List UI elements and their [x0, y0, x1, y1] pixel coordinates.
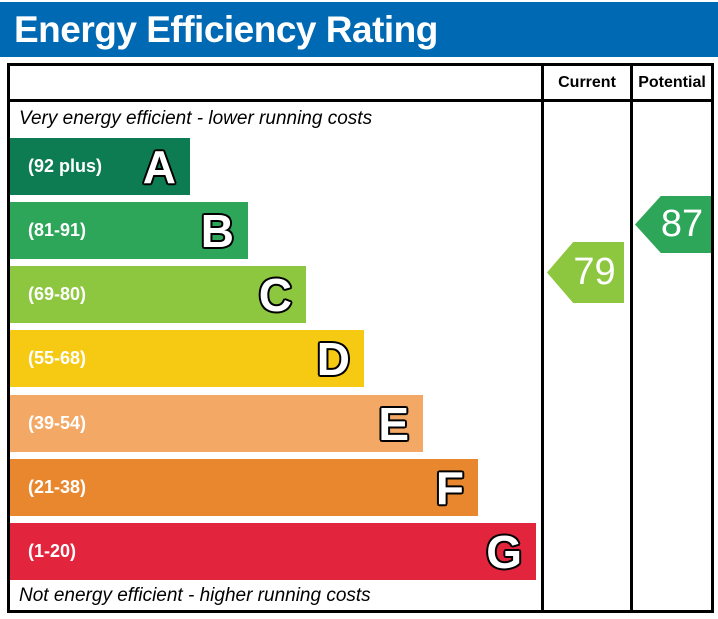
current-rating-value: 79	[573, 251, 616, 293]
potential-rating-arrow: 87	[635, 196, 711, 253]
band-range-label: (81-91)	[28, 220, 87, 240]
bottom-caption: Not energy efficient - higher running co…	[19, 585, 371, 606]
rating-table: Current Potential Very energy efficient …	[7, 63, 714, 613]
potential-rating-value: 87	[660, 203, 704, 245]
band-row-e: (39-54) E	[10, 395, 423, 452]
band-row-f: (21-38) F	[10, 459, 478, 516]
title-bar: Energy Efficiency Rating	[0, 2, 718, 57]
header-row-border	[10, 99, 711, 102]
band-letter: B	[200, 204, 235, 257]
band-row-g: (1-20) G	[10, 523, 536, 580]
top-caption: Very energy efficient - lower running co…	[19, 108, 373, 129]
band-range-label: (92 plus)	[28, 156, 103, 176]
current-column-header: Current	[558, 74, 616, 91]
band-letter: F	[435, 461, 465, 514]
band-range-label: (69-80)	[28, 284, 87, 304]
band-letter: D	[316, 332, 351, 385]
band-row-c: (69-80) C	[10, 266, 306, 323]
band-letter: C	[258, 268, 293, 321]
band-letter: G	[485, 525, 523, 578]
potential-column-divider	[630, 66, 633, 610]
page-title: Energy Efficiency Rating	[14, 9, 438, 50]
band-row-d: (55-68) D	[10, 330, 364, 387]
band-letter: E	[377, 397, 410, 450]
current-rating-arrow: 79	[547, 242, 624, 303]
band-row-a: (92 plus) A	[10, 138, 190, 195]
band-range-label: (39-54)	[28, 413, 87, 433]
band-row-b: (81-91) B	[10, 202, 248, 259]
band-range-label: (21-38)	[28, 477, 87, 497]
current-column-divider	[541, 66, 544, 610]
band-range-label: (1-20)	[28, 541, 77, 561]
band-letter: A	[142, 140, 177, 193]
potential-column-header: Potential	[638, 74, 706, 91]
band-range-label: (55-68)	[28, 348, 87, 368]
